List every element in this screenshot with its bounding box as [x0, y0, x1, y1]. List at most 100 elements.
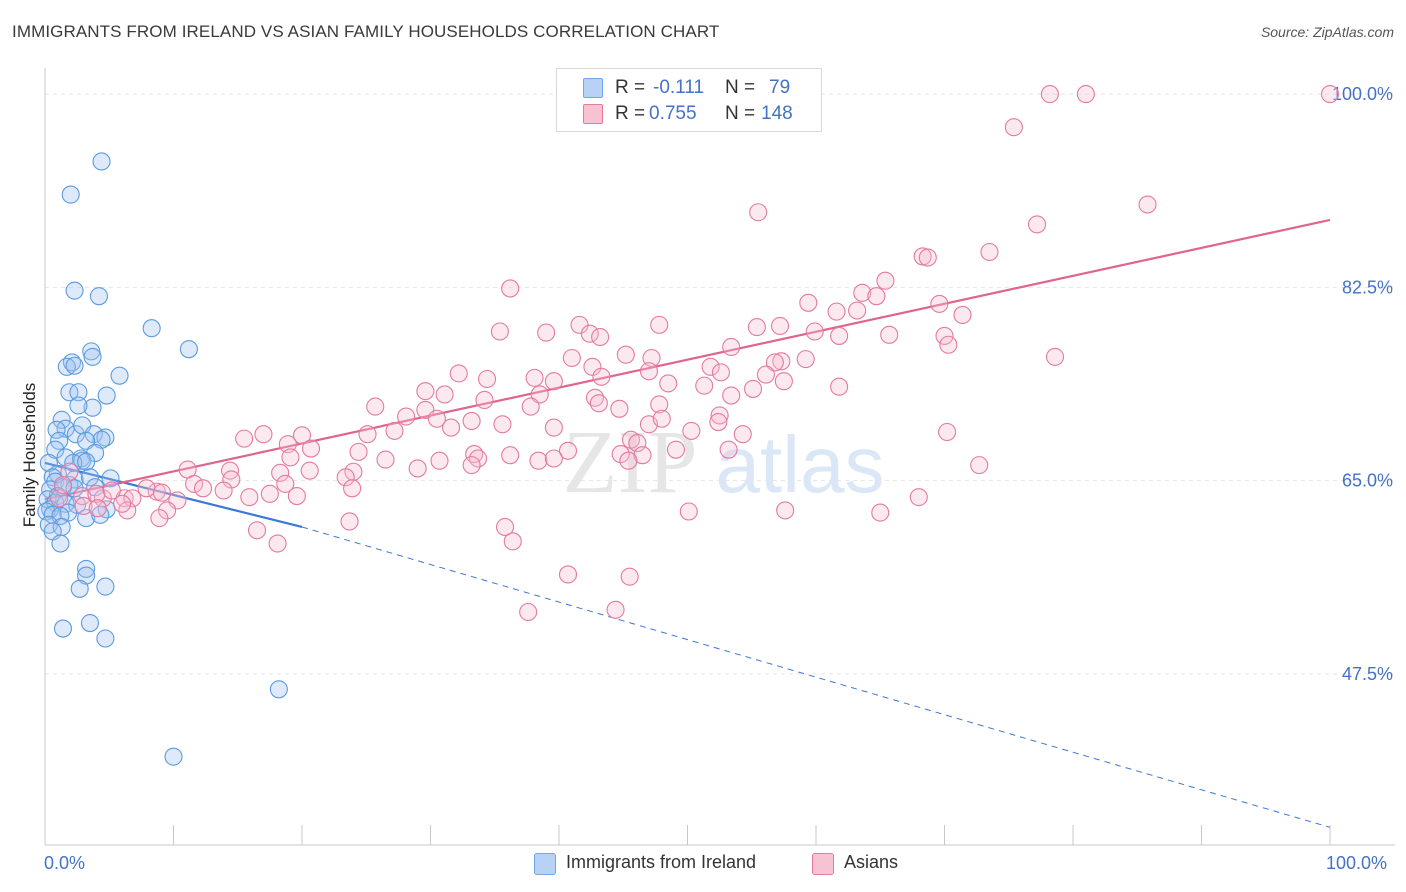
y-axis-label: Family Households	[20, 382, 39, 528]
asians-point	[619, 451, 638, 470]
source-credit: Source: ZipAtlas.com	[1260, 24, 1394, 40]
asians-point	[397, 407, 416, 426]
asians-point	[980, 242, 999, 262]
asians-swatch	[583, 104, 603, 124]
asians-point	[73, 486, 92, 506]
ireland-point	[61, 185, 80, 204]
asians-point	[970, 456, 989, 475]
legend-n-label: N =	[725, 103, 756, 124]
asians-point	[611, 445, 630, 464]
asians-point	[278, 435, 297, 454]
ireland-point	[57, 357, 76, 376]
asians-point	[449, 364, 468, 383]
asians-point	[1076, 85, 1095, 104]
asians-point	[254, 425, 273, 444]
asians-point	[281, 448, 300, 467]
asians-point	[695, 376, 714, 395]
ireland-point	[80, 468, 100, 487]
asians-point	[953, 305, 972, 324]
ireland-point	[96, 577, 115, 596]
asians-point	[743, 379, 763, 398]
asians-point	[475, 390, 494, 410]
y-tick-labels: 47.5% 65.0% 82.5% 100.0%	[1332, 84, 1393, 684]
asians-point	[939, 335, 958, 354]
ireland-point	[66, 425, 85, 444]
trend-lines	[44, 218, 1331, 828]
legend-n-label: N =	[725, 77, 756, 98]
asians-point	[1045, 347, 1065, 366]
ireland-point	[142, 319, 161, 338]
ireland-point	[77, 452, 96, 471]
data-points	[37, 85, 1340, 766]
asians-point	[650, 315, 669, 334]
asians-point	[490, 322, 509, 341]
asians-point	[871, 503, 890, 522]
asians-point	[194, 479, 213, 498]
asians-point	[772, 352, 791, 371]
ireland-swatch	[583, 78, 603, 98]
asians-point	[765, 353, 784, 372]
asians-point	[493, 415, 512, 434]
asians-point	[300, 461, 319, 480]
legend-r-label: R =	[615, 103, 646, 124]
asians-point	[591, 327, 610, 347]
asians-point	[719, 440, 738, 459]
asians-point	[87, 484, 106, 503]
asians-point	[633, 446, 652, 465]
asians-point	[938, 422, 957, 442]
asians-point	[610, 399, 629, 418]
asians-point	[1027, 215, 1047, 234]
asians-point	[701, 357, 720, 376]
watermark-atlas: atlas	[716, 420, 885, 509]
ireland-point	[47, 420, 66, 439]
asians-point	[880, 325, 899, 344]
asians-point	[918, 248, 937, 267]
asians-point	[580, 324, 599, 343]
asians-point	[733, 425, 752, 444]
ireland-point	[65, 356, 84, 375]
asians-point	[519, 602, 538, 622]
asians-point	[150, 509, 169, 528]
asians-point	[343, 479, 362, 498]
asians-point	[827, 302, 846, 321]
ireland-point	[52, 410, 71, 429]
asians-point	[1320, 85, 1340, 104]
ireland-point	[70, 579, 89, 598]
y-tick-label: 100.0%	[1332, 84, 1393, 104]
axes	[44, 68, 1395, 846]
x-tick-min: 0.0%	[44, 853, 86, 873]
bottom-legend-label: Immigrants from Ireland	[566, 852, 757, 872]
stats-legend: R = -0.111 N = 79 R = 0.755 N = 148	[556, 68, 822, 132]
asians-point	[679, 502, 698, 521]
asians-point	[830, 326, 849, 345]
asians-point	[240, 488, 259, 507]
asians-point	[722, 337, 741, 357]
asians-point	[930, 294, 949, 313]
asians-point	[909, 488, 928, 507]
legend-r-value: 0.755	[649, 103, 697, 124]
ireland-point	[179, 340, 198, 359]
asians-point	[336, 468, 355, 487]
x-tick-max: 100.0%	[1326, 853, 1388, 873]
ireland-point	[77, 431, 96, 450]
asians-point	[521, 397, 540, 416]
asians-point	[525, 368, 544, 387]
asians-point	[628, 433, 647, 453]
legend-n-value: 148	[761, 103, 793, 124]
asians-point	[583, 357, 602, 376]
asians-point	[616, 345, 635, 364]
watermark-zip: ZIP	[563, 413, 698, 512]
asians-point	[158, 501, 177, 520]
ireland-point	[83, 347, 102, 366]
ireland-point	[97, 386, 116, 405]
asians-point	[652, 409, 671, 428]
ireland-point	[50, 431, 69, 450]
asians-point	[349, 442, 368, 461]
asians-point	[435, 385, 454, 404]
asians-point	[123, 489, 142, 508]
asians-point	[589, 394, 608, 413]
asians-point	[867, 287, 886, 306]
asians-point	[385, 421, 404, 440]
asians-point	[620, 567, 639, 586]
